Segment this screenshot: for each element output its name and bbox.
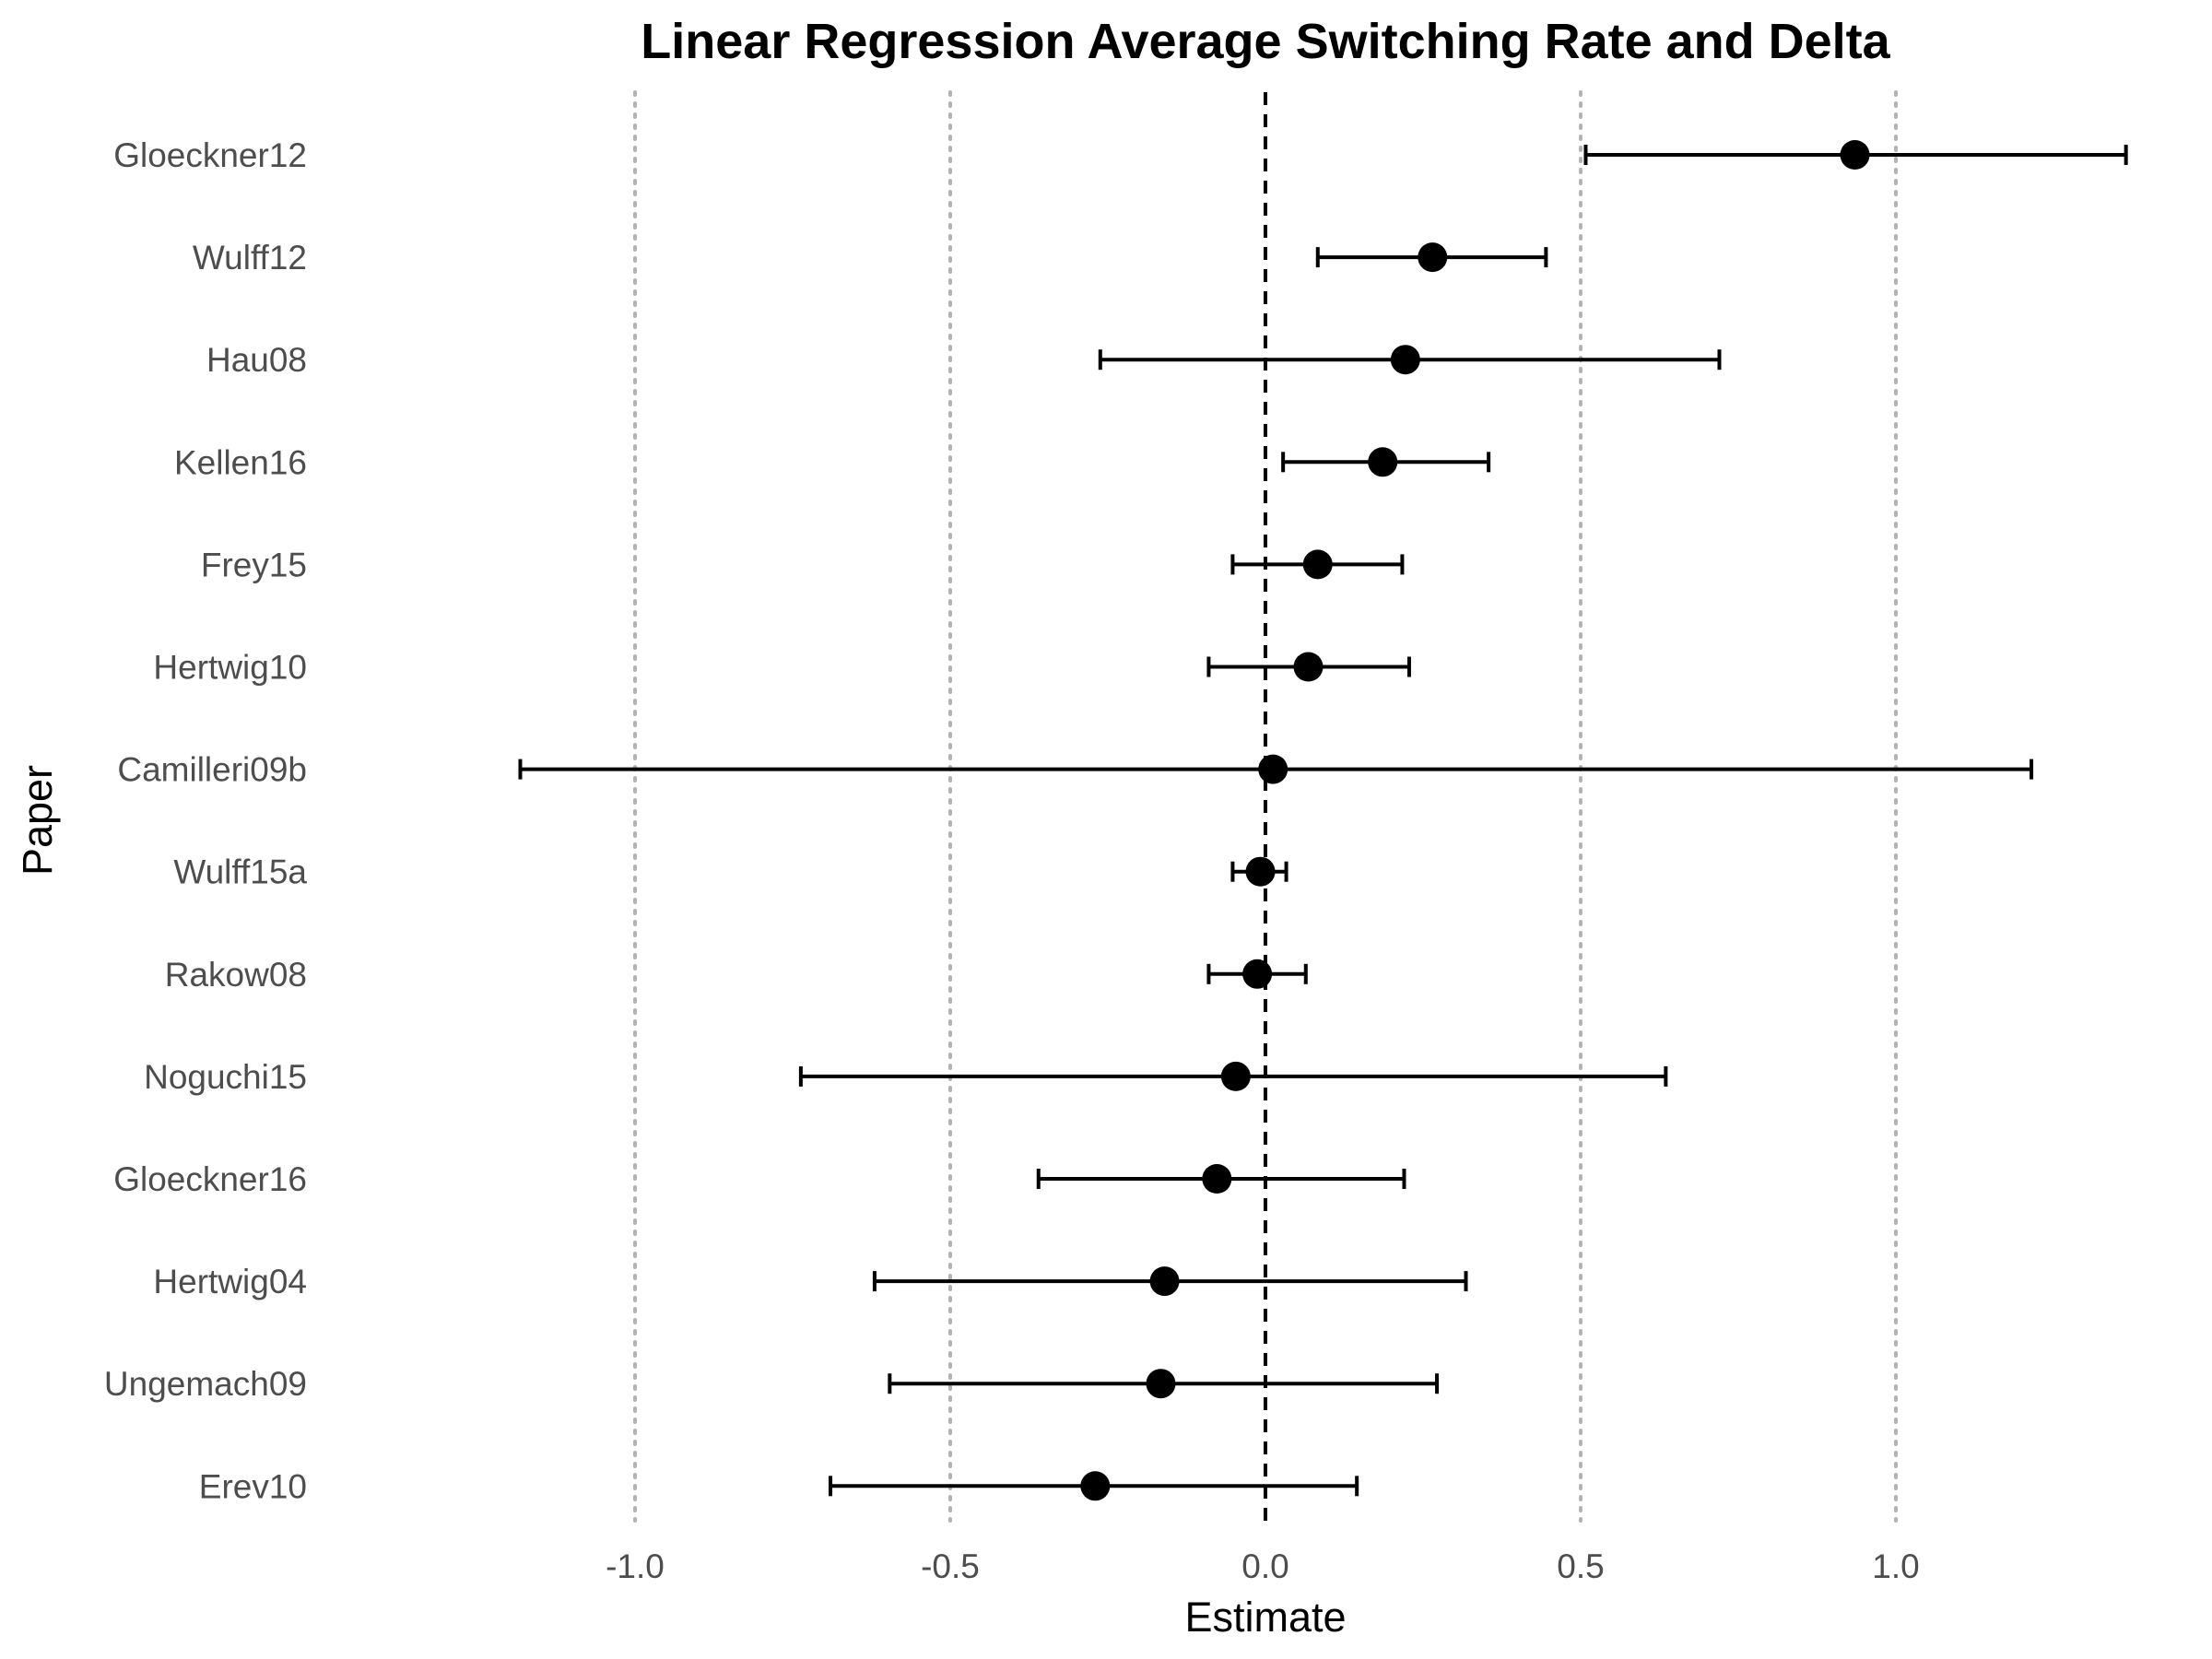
y-tick-label: Wulff15a [173,853,307,891]
y-tick-label: Noguchi15 [144,1058,307,1096]
x-axis-title: Estimate [1184,1594,1346,1641]
y-tick-label: Hertwig04 [153,1263,307,1300]
y-tick-label: Frey15 [201,546,307,583]
estimate-point [1390,345,1420,375]
y-tick-label-layer: Gloeckner12 Wulff12 Hau08 Kellen16 Frey15 Her… [104,136,308,1505]
y-tick-label: Wulff12 [193,239,307,276]
x-tick-label-layer: -1.0 -0.5 0.0 0.5 1.0 [606,1547,1920,1585]
y-tick-label: Camilleri09b [117,751,307,789]
estimate-point [1258,754,1288,784]
estimate-point [1080,1471,1111,1501]
y-tick-label: Ungemach09 [104,1365,307,1403]
estimate-point [1242,959,1273,989]
error-bar-layer [518,145,2128,1497]
estimate-point [1202,1164,1232,1194]
y-tick-label: Kellen16 [174,443,307,481]
estimate-point [1293,652,1324,682]
y-tick-label: Erev10 [199,1467,307,1505]
point-layer [1080,140,1870,1501]
estimate-point [1149,1266,1180,1297]
chart-title: Linear Regression Average Switching Rate… [641,14,1890,69]
estimate-point [1302,549,1333,580]
y-tick-label: Gloeckner12 [113,136,307,174]
y-axis-title: Paper [14,765,61,876]
x-tick-label: 1.0 [1872,1547,1919,1585]
y-tick-label: Rakow08 [165,956,307,994]
y-tick-label: Gloeckner16 [113,1160,307,1198]
x-tick-label: -0.5 [921,1547,980,1585]
x-tick-label: -1.0 [606,1547,665,1585]
x-tick-label: 0.0 [1241,1547,1288,1585]
estimate-point [1368,447,1398,477]
estimate-point [1418,242,1448,273]
estimate-point [1840,140,1870,170]
x-tick-label: 0.5 [1557,1547,1604,1585]
y-tick-label: Hau08 [206,341,307,379]
estimate-point [1245,856,1276,887]
y-tick-label: Hertwig10 [153,649,307,687]
estimate-point [1146,1369,1176,1399]
estimate-point [1220,1061,1251,1091]
